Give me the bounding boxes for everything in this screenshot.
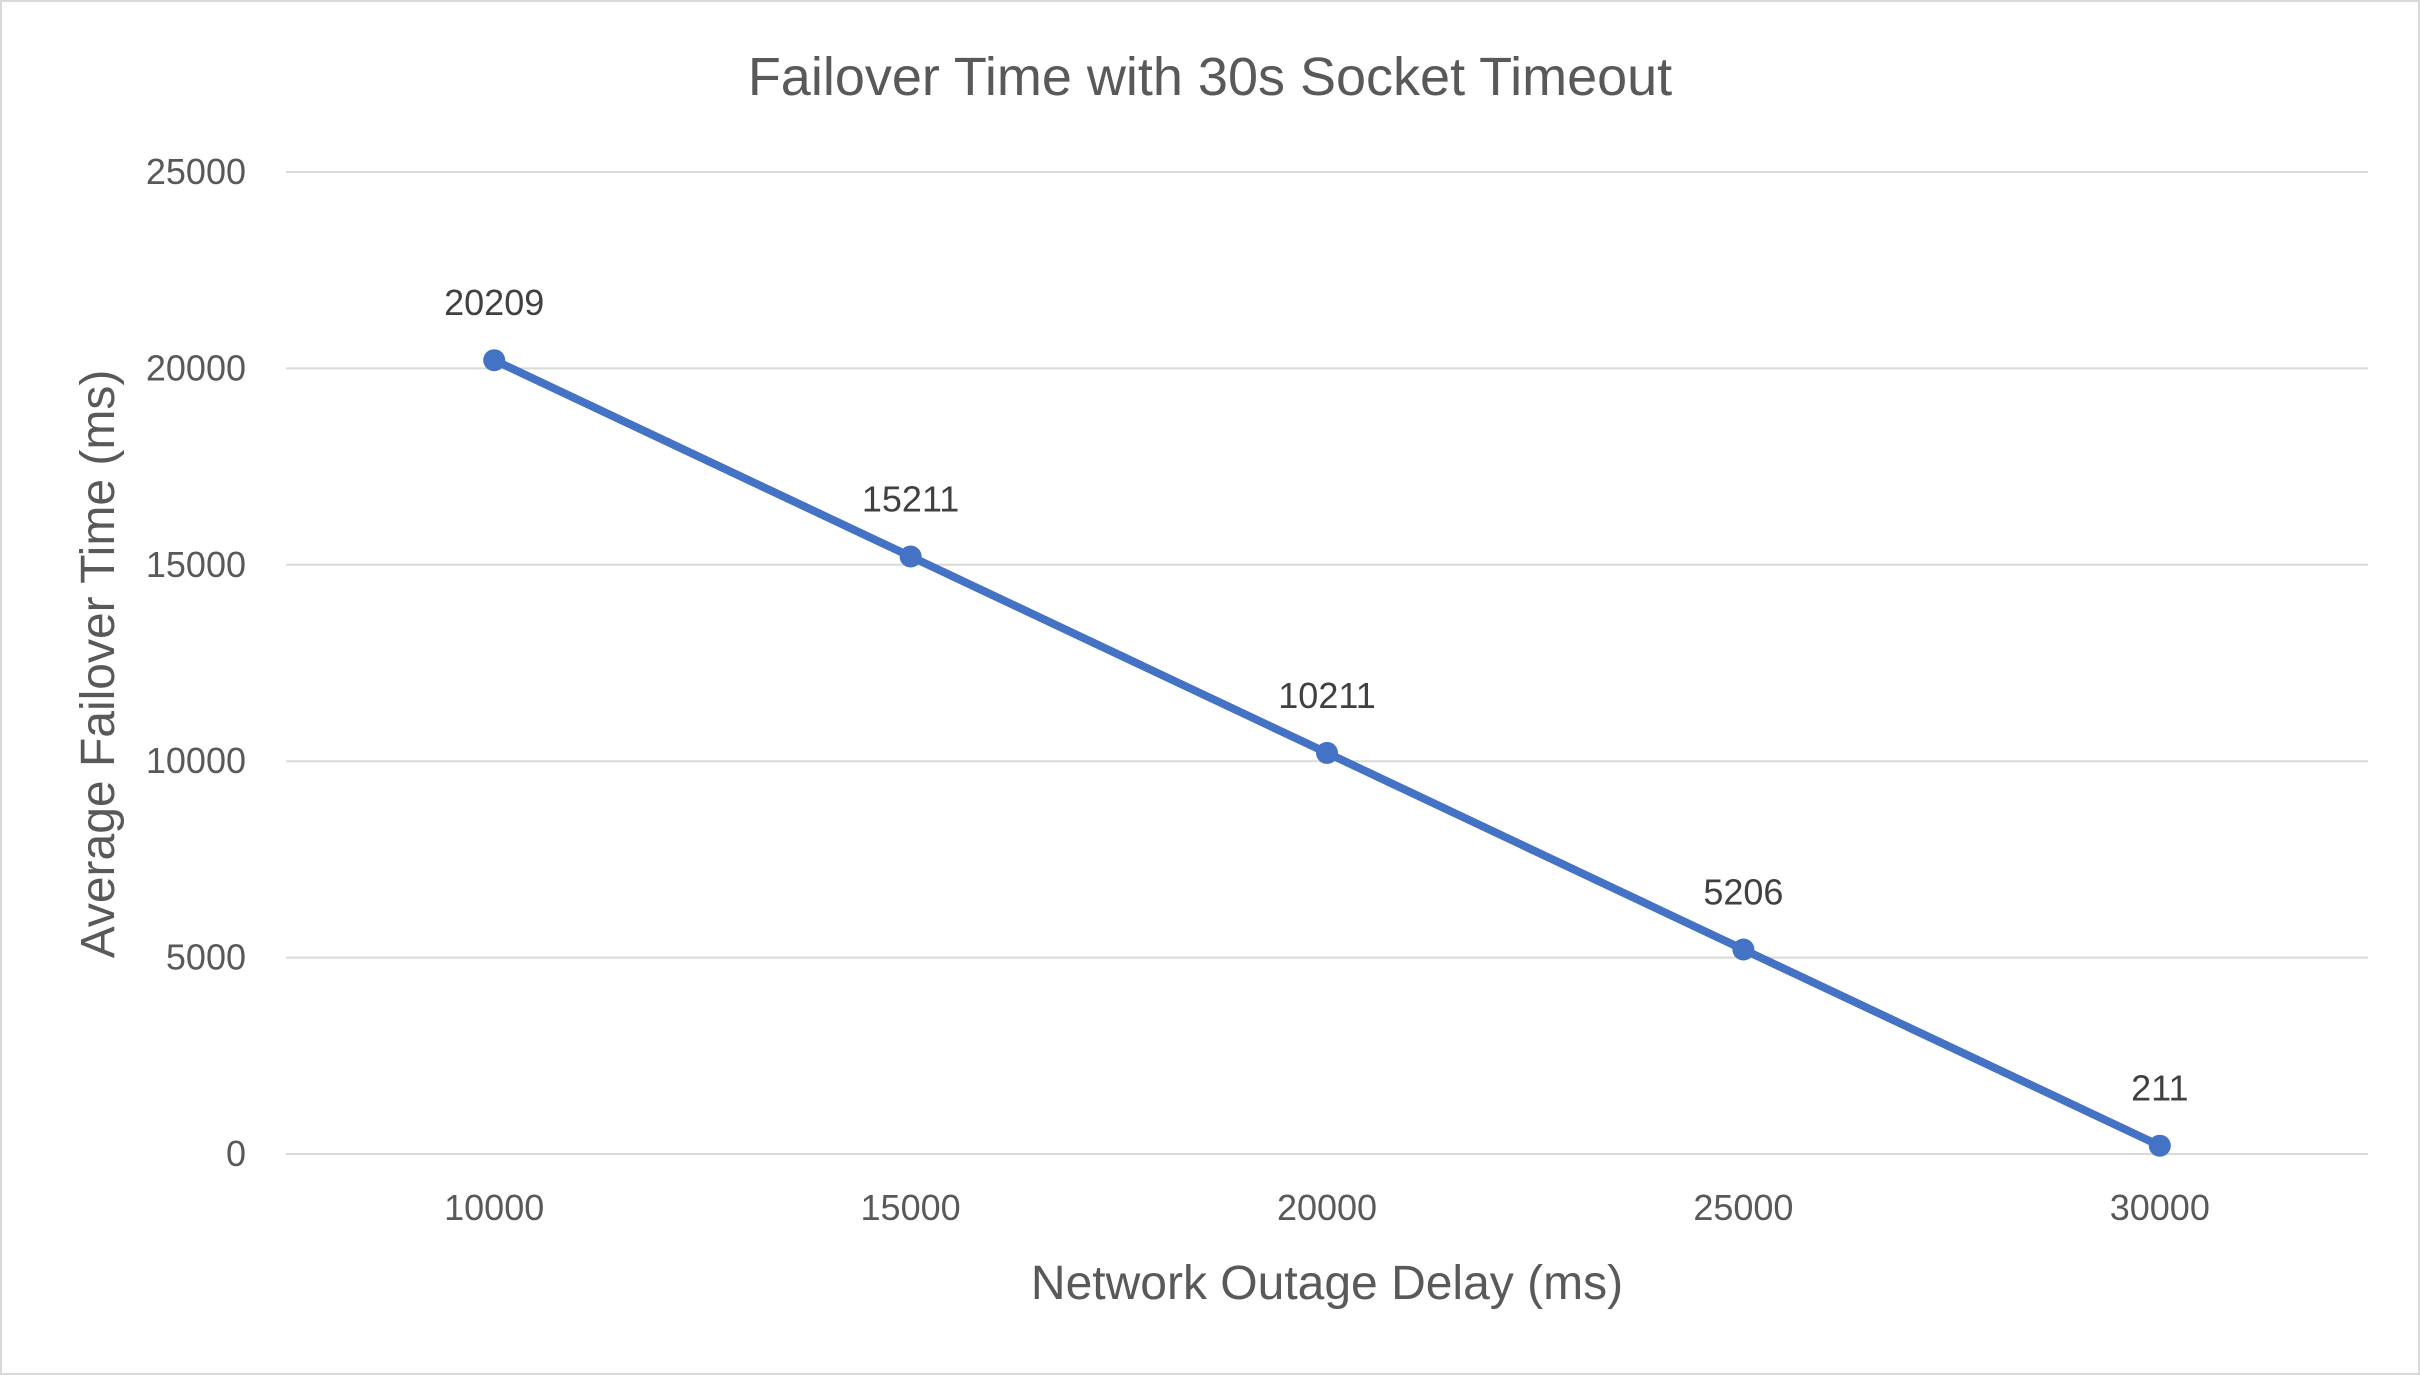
data-point [2148,1134,2171,1157]
gridlines [286,171,2368,1155]
y-tick-label: 5000 [166,937,246,978]
x-tick-label: 20000 [1277,1187,1377,1228]
data-label: 10211 [1278,675,1375,716]
data-point [483,349,506,372]
data-point [899,545,922,568]
data-series [483,349,2171,1157]
x-tick-label: 25000 [1693,1187,1793,1228]
y-tick-label: 25000 [146,151,246,192]
y-tick-label: 10000 [146,740,246,781]
y-tick-label: 20000 [146,347,246,388]
y-axis-ticks: 0 5000 10000 15000 20000 25000 [146,151,246,1174]
data-point [1316,741,1338,764]
x-tick-label: 15000 [861,1187,961,1228]
y-tick-label: 0 [226,1133,246,1174]
data-label: 20209 [444,282,544,323]
y-axis-title: Average Failover Time (ms) [72,370,125,959]
data-label: 15211 [862,479,959,520]
y-tick-label: 15000 [146,544,246,585]
x-tick-label: 30000 [2110,1187,2210,1228]
x-tick-label: 10000 [444,1187,544,1228]
data-label: 5206 [1703,872,1783,913]
data-label: 211 [2131,1068,2188,1109]
x-axis-title: Network Outage Delay (ms) [1031,1257,1623,1310]
chart-title: Failover Time with 30s Socket Timeout [748,47,1672,107]
data-point [1732,938,1755,961]
x-axis-ticks: 10000 15000 20000 25000 30000 [444,1187,2210,1228]
data-labels: 20209 15211 10211 5206 211 [444,282,2188,1109]
